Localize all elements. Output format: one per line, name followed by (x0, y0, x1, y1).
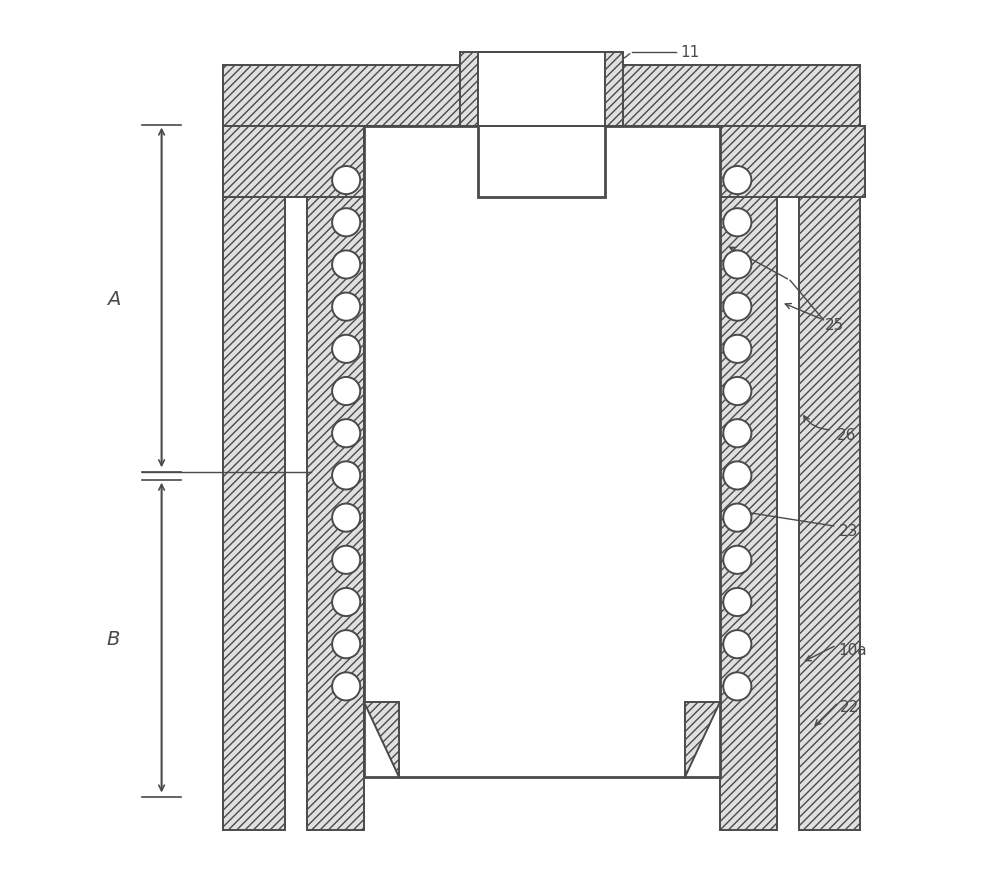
Circle shape (332, 630, 360, 658)
Circle shape (332, 462, 360, 490)
Text: 22: 22 (840, 699, 859, 715)
Bar (223, 127, 364, 198)
Circle shape (723, 462, 751, 490)
Text: 23: 23 (838, 523, 858, 539)
Circle shape (332, 546, 360, 574)
Circle shape (332, 673, 360, 701)
Circle shape (332, 504, 360, 532)
Text: 25: 25 (825, 317, 844, 333)
Circle shape (332, 251, 360, 279)
Bar (720, 127, 865, 198)
Bar (460, 53, 623, 127)
Circle shape (723, 588, 751, 616)
Bar (720, 145, 777, 830)
Circle shape (332, 420, 360, 448)
Circle shape (723, 673, 751, 701)
Bar (478, 53, 605, 127)
Circle shape (332, 335, 360, 363)
Circle shape (723, 630, 751, 658)
Circle shape (723, 251, 751, 279)
Text: B: B (107, 630, 120, 648)
Circle shape (723, 546, 751, 574)
Bar (685, 149, 720, 702)
Bar (307, 145, 364, 830)
Bar (223, 66, 860, 127)
Bar (364, 149, 399, 702)
Circle shape (332, 588, 360, 616)
Text: A: A (107, 290, 120, 308)
Text: 10a: 10a (838, 642, 867, 658)
Bar (223, 75, 285, 830)
Circle shape (723, 167, 751, 195)
Circle shape (723, 420, 751, 448)
Polygon shape (685, 702, 720, 777)
Text: 26: 26 (837, 427, 856, 443)
Circle shape (723, 378, 751, 406)
Circle shape (723, 504, 751, 532)
Circle shape (332, 378, 360, 406)
Circle shape (723, 335, 751, 363)
Circle shape (332, 209, 360, 237)
Text: 11: 11 (680, 45, 699, 61)
Circle shape (723, 293, 751, 321)
Bar (799, 75, 860, 830)
Text: 21: 21 (389, 133, 409, 148)
Circle shape (723, 209, 751, 237)
Circle shape (332, 293, 360, 321)
Polygon shape (364, 702, 399, 777)
Polygon shape (364, 127, 720, 777)
Circle shape (332, 167, 360, 195)
